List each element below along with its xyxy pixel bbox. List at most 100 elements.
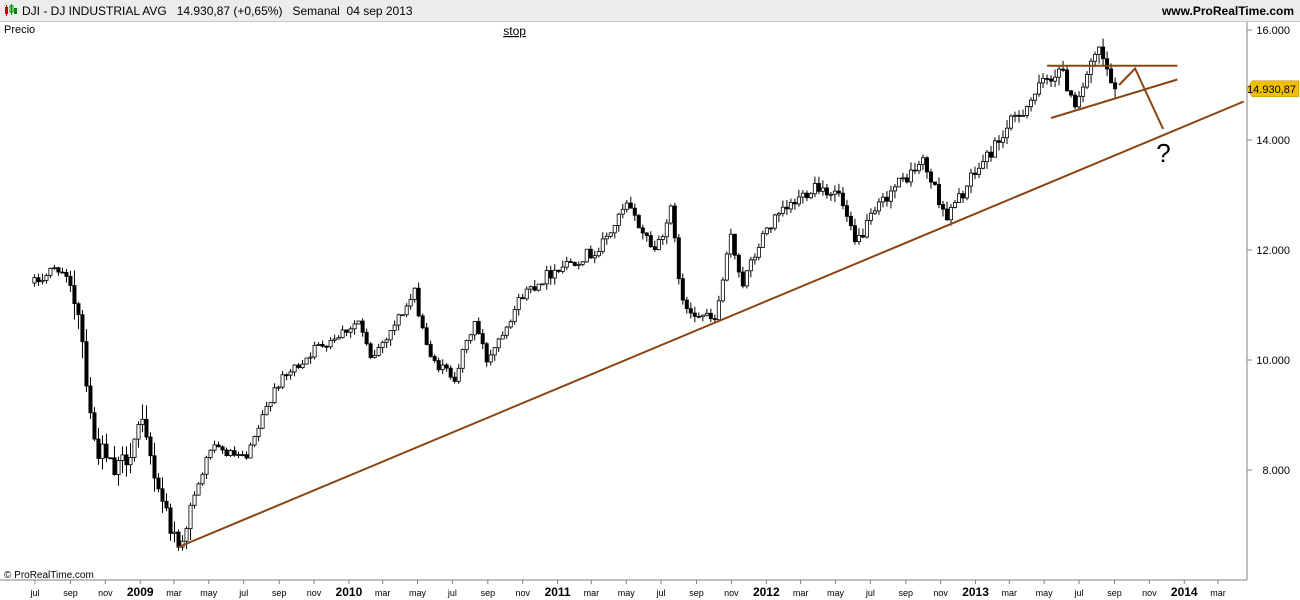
candle-body [1049,78,1054,82]
candle-body [168,507,173,534]
x-tick-label: mar [793,588,809,598]
candle-body [1077,95,1082,108]
candle-body [124,454,129,466]
candle-body [220,446,225,451]
x-tick-label: 2011 [545,585,571,599]
candle-body [724,253,729,281]
candle-body [376,347,381,356]
x-tick-label: 2013 [962,585,989,599]
candle-series [32,38,1118,551]
candle-body [556,269,561,272]
candle-body [1089,60,1094,75]
candle-body [96,438,101,459]
candle-body [152,455,157,479]
candle-body [1085,74,1090,88]
candle-body [216,444,221,448]
candle-body [440,364,445,371]
candle-body [496,338,501,349]
candle-body [976,167,981,175]
candle-body [76,303,81,316]
candle-body [392,324,397,331]
candle-body [48,267,53,276]
candle-body [1037,82,1042,95]
candle-body [760,233,765,248]
candle-body [1053,76,1058,82]
period-label: Semanal [292,4,340,18]
candle-body [500,334,505,340]
candle-body [748,259,753,272]
x-tick-label: mar [1002,588,1018,598]
candle-body [808,193,813,199]
candle-body [840,192,845,207]
candle-body [1061,68,1066,71]
candle-body [692,312,697,317]
candle-body [636,214,641,229]
candlestick-icon [5,4,17,16]
candle-body [452,376,457,382]
candle-body [1069,90,1074,96]
candle-body [952,202,957,208]
candle-body [828,193,833,196]
candle-body [272,387,277,403]
x-axis: jul sep nov 2009 mar may jul sep nov 2010 mar may ju… [29,580,1226,599]
candle-body [824,187,829,196]
candle-body [312,344,317,358]
x-tick-label: mar [166,588,182,598]
x-tick-label: may [1036,588,1054,598]
candle-body [436,360,441,371]
candle-body [224,449,229,456]
candle-body [708,312,713,320]
candle-body [468,334,473,341]
candle-body [80,314,85,343]
candle-body [64,272,69,277]
x-tick-label: nov [724,588,739,598]
candle-body [868,212,873,221]
candle-body [448,367,453,378]
candle-body [780,206,785,214]
candle-body [876,201,881,212]
candle-body [544,270,549,285]
copyright-label: © ProRealTime.com [4,570,94,581]
brand-link[interactable]: www.ProRealTime.com [1161,4,1294,18]
candle-body [72,285,77,304]
candle-body [764,227,769,235]
candle-body [340,329,345,338]
y-axis: 16.000 14.000 12.000 10.000 8.000 [1247,25,1290,477]
last-price-change: 14.930,87 (+0,65%) [176,4,283,18]
candle-body [384,339,389,343]
candle-body [740,271,745,287]
candle-body [476,321,481,335]
candle-body [260,414,265,429]
candle-body [608,232,613,237]
candle-body [204,457,209,475]
candle-body [164,500,169,509]
candle-body [900,177,905,180]
candle-body [200,473,205,485]
candle-body [1065,69,1070,92]
candle-body [1017,114,1022,117]
projection-path [1118,66,1165,130]
candle-body [84,341,89,387]
candle-body [288,371,293,376]
trendline [178,100,1245,548]
candle-body [676,237,681,280]
candle-body [752,256,757,261]
x-tick-label: nov [933,588,948,598]
candle-body [1081,86,1086,97]
candle-body [464,340,469,351]
candle-body [336,337,341,340]
candle-body [136,424,141,440]
candle-body [940,204,945,210]
candle-body [664,222,669,238]
candle-body [472,321,477,336]
candle-body [68,275,73,286]
candle-body [1025,106,1030,116]
last-price-box [1246,80,1300,98]
candle-body [880,196,885,203]
candle-body [720,279,725,302]
candle-body [332,338,337,341]
candle-body [1109,68,1114,84]
candle-body [444,364,449,369]
candle-body [492,347,497,356]
candle-body [912,169,917,172]
